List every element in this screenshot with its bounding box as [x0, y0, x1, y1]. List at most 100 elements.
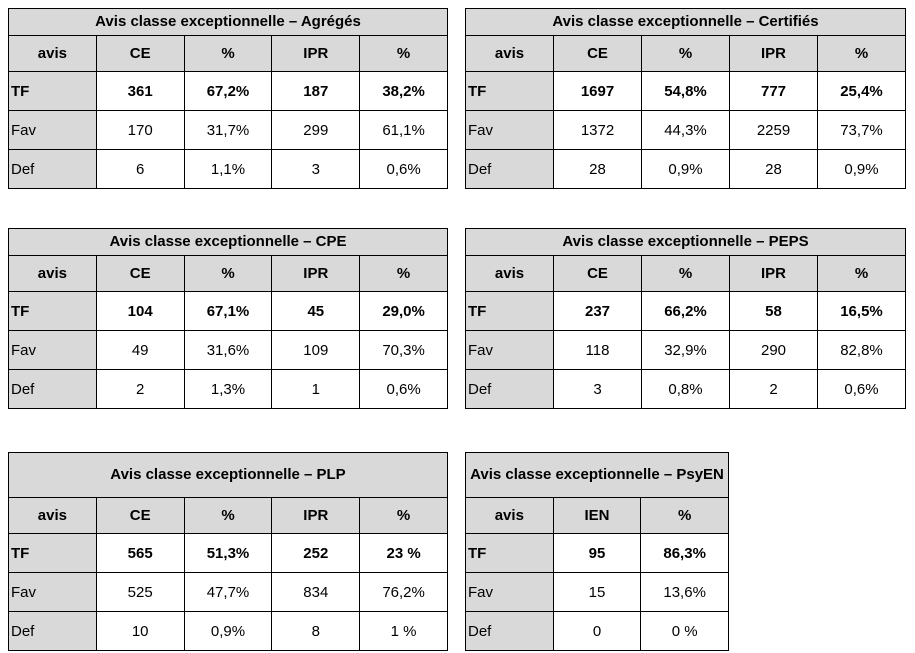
column-header: IPR	[271, 255, 361, 292]
table-cell: 0,6%	[817, 369, 906, 409]
table-cell: 13,6%	[640, 572, 729, 612]
table-cell: 45	[271, 291, 361, 331]
column-header: CE	[95, 497, 185, 534]
column-header: IPR	[729, 255, 818, 292]
table-cell: 28	[729, 149, 818, 189]
table-title-row: Avis classe exceptionnelle – PLP	[8, 452, 448, 498]
column-header: avis	[8, 255, 97, 292]
table-cell: 0,6%	[359, 369, 448, 409]
table-row-def: Def 0 0 %	[465, 611, 729, 651]
row-label: Def	[8, 611, 97, 651]
table-cell: 76,2%	[359, 572, 448, 612]
table-psyen: Avis classe exceptionnelle – PsyEN avis IE…	[465, 452, 729, 651]
table-cell: 252	[271, 533, 361, 573]
table-cell: 0,6%	[359, 149, 448, 189]
column-header: %	[359, 35, 448, 72]
table-cell: 777	[729, 71, 818, 111]
table-cell: 0,9%	[641, 149, 730, 189]
table-row-fav: Fav 525 47,7% 834 76,2%	[8, 572, 448, 612]
table-title: Avis classe exceptionnelle – PsyEN	[465, 452, 729, 498]
table-title: Avis classe exceptionnelle – PLP	[8, 452, 448, 498]
table-header-row: avis CE% IPR%	[8, 35, 448, 72]
table-cell: 32,9%	[641, 330, 730, 370]
table-cell: 109	[271, 330, 361, 370]
row-label: Def	[465, 611, 554, 651]
table-row-def: Def 3 0,8% 2 0,6%	[465, 369, 906, 409]
table-cell: 1,3%	[183, 369, 273, 409]
table-row-fav: Fav 15 13,6%	[465, 572, 729, 612]
column-header: CE	[553, 255, 642, 292]
table-cell: 54,8%	[641, 71, 730, 111]
table-cell: 3	[271, 149, 361, 189]
table-title-row: Avis classe exceptionnelle – Certifiés	[465, 8, 906, 36]
table-cell: 0,9%	[183, 611, 273, 651]
table-cell: 73,7%	[817, 110, 906, 150]
column-header: %	[817, 255, 906, 292]
table-cell: 10	[95, 611, 185, 651]
table-cell: 51,3%	[183, 533, 273, 573]
column-header: IPR	[271, 35, 361, 72]
table-row-tf: TF 1697 54,8% 777 25,4%	[465, 71, 906, 111]
table-cell: 0,8%	[641, 369, 730, 409]
table-row-def: Def 2 1,3% 1 0,6%	[8, 369, 448, 409]
table-cell: 1372	[553, 110, 642, 150]
table-header-row: avis CE% IPR%	[465, 35, 906, 72]
table-peps: Avis classe exceptionnelle – PEPS avis CE%…	[465, 228, 906, 409]
table-row-tf: TF 565 51,3% 252 23 %	[8, 533, 448, 573]
column-header: avis	[465, 255, 554, 292]
table-cell: 1 %	[359, 611, 448, 651]
table-cell: 67,2%	[183, 71, 273, 111]
table-cell: 2259	[729, 110, 818, 150]
table-header-row: avis CE% IPR%	[8, 497, 448, 534]
table-header-row: avis CE% IPR%	[8, 255, 448, 292]
table-cell: 38,2%	[359, 71, 448, 111]
table-cell: 16,5%	[817, 291, 906, 331]
table-cell: 525	[95, 572, 185, 612]
table-header-row: avis CE% IPR%	[465, 255, 906, 292]
table-cell: 29,0%	[359, 291, 448, 331]
row-label: Fav	[465, 572, 554, 612]
column-header: IPR	[729, 35, 818, 72]
table-cell: 86,3%	[640, 533, 729, 573]
table-cell: 25,4%	[817, 71, 906, 111]
table-cell: 299	[271, 110, 361, 150]
row-label: Fav	[465, 330, 554, 370]
row-label: TF	[8, 533, 97, 573]
table-cell: 170	[95, 110, 185, 150]
table-cell: 104	[95, 291, 185, 331]
table-title-row: Avis classe exceptionnelle – CPE	[8, 228, 448, 256]
column-header: CE	[95, 35, 185, 72]
row-label: Fav	[465, 110, 554, 150]
table-title: Avis classe exceptionnelle – PEPS	[465, 228, 906, 256]
table-cell: 47,7%	[183, 572, 273, 612]
column-header: avis	[8, 497, 97, 534]
row-label: TF	[465, 291, 554, 331]
table-title: Avis classe exceptionnelle – CPE	[8, 228, 448, 256]
table-row-fav: Fav 49 31,6% 109 70,3%	[8, 330, 448, 370]
table-cell: 565	[95, 533, 185, 573]
table-title-row: Avis classe exceptionnelle – PEPS	[465, 228, 906, 256]
table-cell: 1697	[553, 71, 642, 111]
table-title-row: Avis classe exceptionnelle – PsyEN	[465, 452, 729, 498]
row-label: Fav	[8, 572, 97, 612]
table-cell: 237	[553, 291, 642, 331]
table-cell: 6	[95, 149, 185, 189]
table-row-tf: TF 237 66,2% 58 16,5%	[465, 291, 906, 331]
table-row-tf: TF 361 67,2% 187 38,2%	[8, 71, 448, 111]
table-row-def: Def 10 0,9% 8 1 %	[8, 611, 448, 651]
table-cell: 187	[271, 71, 361, 111]
table-cell: 70,3%	[359, 330, 448, 370]
table-title: Avis classe exceptionnelle – Certifiés	[465, 8, 906, 36]
table-cell: 66,2%	[641, 291, 730, 331]
column-header: CE	[553, 35, 642, 72]
table-row-tf: TF 95 86,3%	[465, 533, 729, 573]
table-cell: 8	[271, 611, 361, 651]
table-certifies: Avis classe exceptionnelle – Certifiés av…	[465, 8, 906, 189]
table-row-fav: Fav 1372 44,3% 2259 73,7%	[465, 110, 906, 150]
table-cell: 3	[553, 369, 642, 409]
table-row-fav: Fav 170 31,7% 299 61,1%	[8, 110, 448, 150]
table-cell: 28	[553, 149, 642, 189]
column-header: %	[359, 255, 448, 292]
column-header: avis	[8, 35, 97, 72]
column-header: %	[359, 497, 448, 534]
